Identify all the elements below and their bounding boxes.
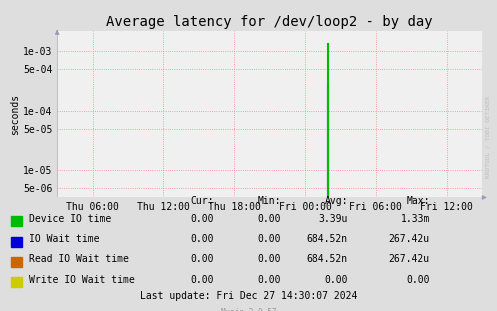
Text: RRDTOOL / TOBI OETIKER: RRDTOOL / TOBI OETIKER: [486, 95, 491, 178]
Text: 0.00: 0.00: [257, 254, 281, 264]
Text: Cur:: Cur:: [190, 196, 214, 206]
Text: 3.39u: 3.39u: [319, 214, 348, 224]
Text: 267.42u: 267.42u: [389, 234, 430, 244]
Text: Max:: Max:: [407, 196, 430, 206]
Text: Last update: Fri Dec 27 14:30:07 2024: Last update: Fri Dec 27 14:30:07 2024: [140, 291, 357, 301]
Text: 1.33m: 1.33m: [401, 214, 430, 224]
Text: 0.00: 0.00: [257, 275, 281, 285]
Text: 684.52n: 684.52n: [307, 234, 348, 244]
Y-axis label: seconds: seconds: [10, 94, 20, 135]
Text: 0.00: 0.00: [190, 254, 214, 264]
Text: 0.00: 0.00: [257, 234, 281, 244]
Text: 0.00: 0.00: [190, 275, 214, 285]
Title: Average latency for /dev/loop2 - by day: Average latency for /dev/loop2 - by day: [106, 15, 433, 29]
Text: Min:: Min:: [257, 196, 281, 206]
Text: Read IO Wait time: Read IO Wait time: [29, 254, 129, 264]
Text: 0.00: 0.00: [190, 214, 214, 224]
Text: Write IO Wait time: Write IO Wait time: [29, 275, 135, 285]
Text: 0.00: 0.00: [257, 214, 281, 224]
Text: 684.52n: 684.52n: [307, 254, 348, 264]
Text: Munin 2.0.57: Munin 2.0.57: [221, 308, 276, 311]
Text: Avg:: Avg:: [325, 196, 348, 206]
Text: 0.00: 0.00: [325, 275, 348, 285]
Text: 0.00: 0.00: [407, 275, 430, 285]
Text: Device IO time: Device IO time: [29, 214, 111, 224]
Text: IO Wait time: IO Wait time: [29, 234, 99, 244]
Text: 267.42u: 267.42u: [389, 254, 430, 264]
Text: 0.00: 0.00: [190, 234, 214, 244]
